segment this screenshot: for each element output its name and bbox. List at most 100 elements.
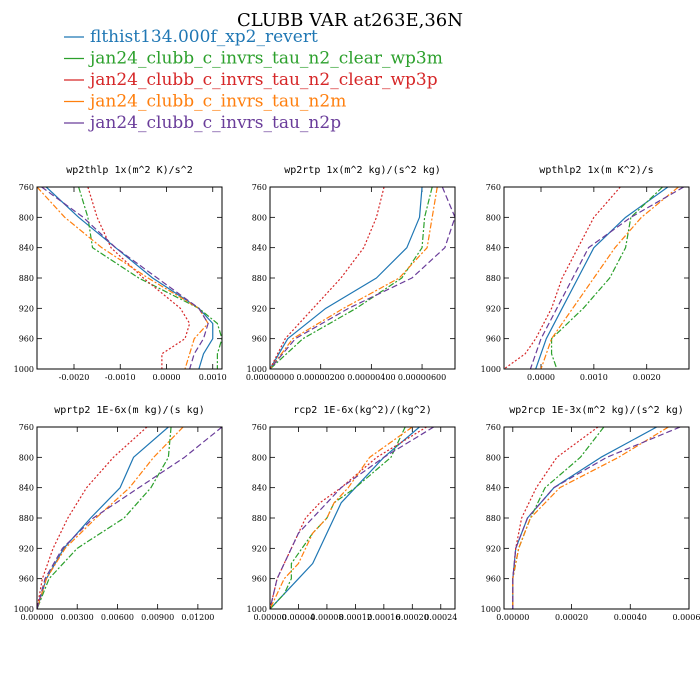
y-tick-label: 800 <box>19 453 34 462</box>
y-tick-label: 840 <box>252 244 267 253</box>
figure-title: CLUBB VAR at263E,36N <box>237 10 463 31</box>
y-tick-label: 880 <box>19 514 34 523</box>
x-tick-label: 0.00012 <box>339 613 372 622</box>
legend-item: jan24_clubb_c_invrs_tau_n2_clear_wp3m <box>64 49 443 69</box>
series-group <box>270 427 434 609</box>
plot-frame <box>269 426 456 610</box>
series-line <box>37 427 222 609</box>
x-tick-label: 0.00000200 <box>297 373 345 382</box>
y-tick-label: 960 <box>486 335 501 344</box>
x-tick-label: 0.00024 <box>424 613 457 622</box>
y-tick-label: 840 <box>486 484 501 493</box>
y-tick-label: 1000 <box>247 605 267 614</box>
legend: flthist134.000f_xp2_revertjan24_clubb_c_… <box>64 27 443 133</box>
panel-title: wp2rcp 1E-3x(m^2 kg)/(s^2 kg) <box>509 405 684 416</box>
plot-frame <box>36 426 223 610</box>
legend-item: jan24_clubb_c_invrs_tau_n2_clear_wp3p <box>64 70 438 90</box>
y-tick-label: 920 <box>252 304 267 313</box>
plot-frame <box>36 186 223 370</box>
series-group <box>504 187 685 369</box>
series-line <box>270 427 434 609</box>
legend-label: jan24_clubb_c_invrs_tau_n2_clear_wp3m <box>88 49 443 69</box>
y-tick-label: 880 <box>252 514 267 523</box>
x-tick-label: 0.0010 <box>580 373 608 382</box>
series-line <box>512 427 599 609</box>
y-tick-label: 800 <box>19 213 34 222</box>
series-line <box>512 427 605 609</box>
series-line <box>37 187 209 369</box>
legend-label: flthist134.000f_xp2_revert <box>90 27 318 47</box>
x-tick-label: 0.00060 <box>672 613 700 622</box>
legend-item: jan24_clubb_c_invrs_tau_n2p <box>64 113 341 133</box>
x-tick-label: 0.00008 <box>310 613 343 622</box>
y-tick-label: 800 <box>486 453 501 462</box>
series-line <box>535 187 669 369</box>
x-tick-label: 0.00000 <box>253 613 286 622</box>
x-tick-label: 0.00900 <box>141 613 174 622</box>
y-tick-label: 760 <box>252 423 267 432</box>
y-tick-label: 800 <box>252 453 267 462</box>
x-tick-label: 0.00300 <box>61 613 94 622</box>
y-tick-label: 1000 <box>14 605 34 614</box>
chart-panels: wp2thlp 1x(m^2 K)/s^2 760 800 840 880 920 960 1… <box>14 165 700 622</box>
y-tick-label: 1000 <box>247 365 267 374</box>
panel-title: wp2thlp 1x(m^2 K)/s^2 <box>66 165 192 176</box>
legend-item: jan24_clubb_c_invrs_tau_n2m <box>64 92 346 112</box>
y-tick-label: 760 <box>252 183 267 192</box>
series-line <box>37 427 148 609</box>
series-line <box>550 187 663 369</box>
panel-title: wprtp2 1E-6x(m kg)/(s kg) <box>54 405 205 416</box>
y-tick-label: 760 <box>486 183 501 192</box>
y-tick-label: 840 <box>19 244 34 253</box>
y-tick-label: 760 <box>19 183 34 192</box>
x-tick-label: 0.00000600 <box>398 373 446 382</box>
x-tick-label: 0.00600 <box>101 613 134 622</box>
x-tick-label: 0.0000 <box>527 373 555 382</box>
x-tick-label: 0.0000 <box>153 373 181 382</box>
series-line <box>41 187 209 369</box>
y-tick-label: 920 <box>252 544 267 553</box>
legend-item: flthist134.000f_xp2_revert <box>64 27 318 47</box>
y-tick-label: 920 <box>486 304 501 313</box>
series-line <box>512 427 669 609</box>
y-tick-label: 840 <box>19 484 34 493</box>
chart-panel: rcp2 1E-6x(kg^2)/(kg^2) 760 800 840 880 920 96… <box>247 405 458 622</box>
y-tick-label: 880 <box>252 274 267 283</box>
plot-frame <box>503 426 690 610</box>
chart-panel: wp2thlp 1x(m^2 K)/s^2 760 800 840 880 920 960 1… <box>14 165 227 382</box>
series-line <box>37 427 184 609</box>
series-line <box>270 187 438 369</box>
y-tick-label: 960 <box>19 575 34 584</box>
y-tick-label: 960 <box>486 575 501 584</box>
y-tick-label: 960 <box>252 575 267 584</box>
y-tick-label: 920 <box>486 544 501 553</box>
y-tick-label: 840 <box>252 484 267 493</box>
y-tick-label: 880 <box>486 274 501 283</box>
series-line <box>504 187 621 369</box>
series-group <box>512 427 681 609</box>
panel-title: wp2rtp 1x(m^2 kg)/(s^2 kg) <box>284 165 441 176</box>
series-line <box>270 427 420 609</box>
x-tick-label: 0.0020 <box>633 373 661 382</box>
legend-label: jan24_clubb_c_invrs_tau_n2p <box>88 113 341 133</box>
series-line <box>270 187 423 369</box>
series-line <box>87 187 191 369</box>
x-tick-label: 0.00000000 <box>246 373 294 382</box>
y-tick-label: 960 <box>19 335 34 344</box>
series-line <box>270 187 385 369</box>
legend-label: jan24_clubb_c_invrs_tau_n2m <box>88 92 346 112</box>
y-tick-label: 960 <box>252 335 267 344</box>
y-tick-label: 920 <box>19 544 34 553</box>
panel-title: rcp2 1E-6x(kg^2)/(kg^2) <box>293 405 431 416</box>
x-tick-label: 0.01200 <box>181 613 214 622</box>
series-group <box>37 427 222 609</box>
x-tick-label: 0.00000 <box>496 613 529 622</box>
series-line <box>512 427 681 609</box>
y-tick-label: 760 <box>19 423 34 432</box>
series-line <box>529 187 685 369</box>
y-tick-label: 880 <box>486 514 501 523</box>
x-tick-label: -0.0020 <box>59 373 90 382</box>
y-tick-label: 800 <box>252 213 267 222</box>
y-tick-label: 1000 <box>481 365 501 374</box>
series-group <box>37 187 222 369</box>
